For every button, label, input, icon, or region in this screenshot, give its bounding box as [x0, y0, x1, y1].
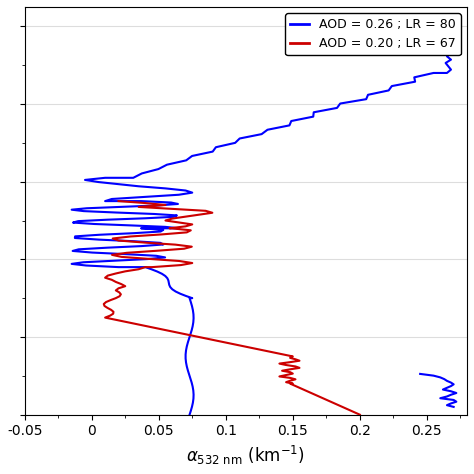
Legend: AOD = 0.26 ; LR = 80, AOD = 0.20 ; LR = 67: AOD = 0.26 ; LR = 80, AOD = 0.20 ; LR = …	[285, 13, 461, 55]
X-axis label: $\alpha_{532\ \mathrm{nm}}\ \mathrm{(km^{-1})}$: $\alpha_{532\ \mathrm{nm}}\ \mathrm{(km^…	[186, 444, 305, 467]
